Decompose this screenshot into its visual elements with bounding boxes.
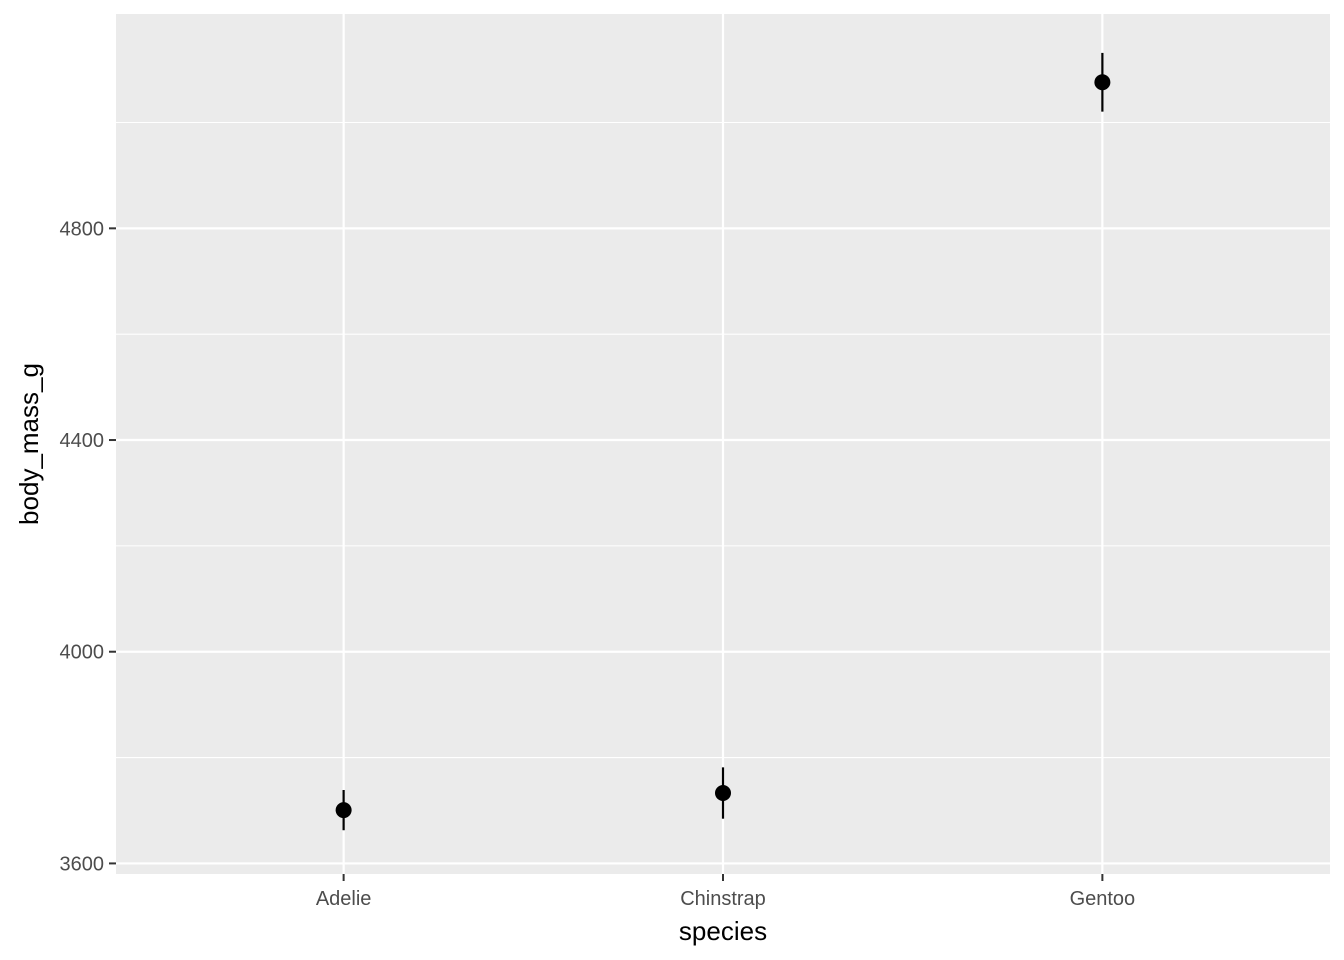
- data-marks: [335, 52, 1111, 831]
- data-point: [715, 784, 731, 801]
- x-tick-label: Chinstrap: [680, 888, 766, 910]
- gridlines: [116, 14, 1330, 874]
- y-tick-label: 4400: [60, 430, 105, 452]
- y-axis-title: body_mass_g: [14, 363, 44, 525]
- x-axis-title: species: [679, 916, 767, 946]
- data-point: [1094, 74, 1111, 91]
- x-tick-label: Gentoo: [1070, 888, 1136, 910]
- x-tick-label: Adelie: [316, 888, 372, 910]
- y-tick-label: 4800: [60, 218, 105, 240]
- data-point: [335, 802, 352, 819]
- y-tick-label: 3600: [60, 853, 105, 875]
- y-tick-label: 4000: [60, 642, 105, 664]
- axes: 3600 4000 4400 4800 Adelie Chinstrap Gentoo: [60, 218, 1136, 910]
